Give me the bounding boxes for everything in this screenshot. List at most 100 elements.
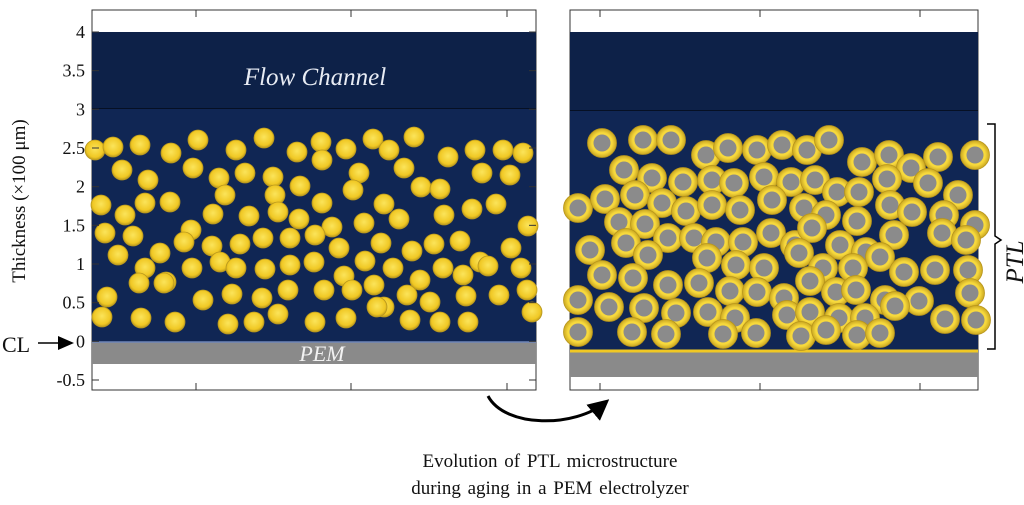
aged-particle-core xyxy=(624,269,642,287)
aged-particle-core xyxy=(596,190,614,208)
aged-particle-core xyxy=(782,173,800,191)
fresh-particle xyxy=(370,232,392,254)
aged-particle-core xyxy=(806,171,824,189)
aged-particle-core xyxy=(919,174,937,192)
aged-particle-core xyxy=(727,256,745,274)
aged-particle-core xyxy=(755,259,773,277)
aged-particle-core xyxy=(801,272,819,290)
aged-particle-core xyxy=(569,291,587,309)
aged-particle-core xyxy=(763,191,781,209)
fresh-particle xyxy=(399,309,421,331)
aged-particle-core xyxy=(850,183,868,201)
fresh-particle xyxy=(288,208,310,230)
figure-caption: Evolution of PTL microstructure during a… xyxy=(300,448,800,502)
aged-particle-core xyxy=(910,292,928,310)
fresh-particle xyxy=(304,224,326,246)
fresh-particle xyxy=(129,134,151,156)
fresh-particle xyxy=(477,255,499,277)
y-tick-label: 2 xyxy=(76,177,85,197)
fresh-particle xyxy=(313,279,335,301)
fresh-particle xyxy=(499,164,521,186)
fresh-particle xyxy=(366,296,388,318)
fresh-particle xyxy=(160,142,182,164)
aged-particle-core xyxy=(667,304,685,322)
aged-particle-core xyxy=(895,263,913,281)
aged-particle-core xyxy=(926,261,944,279)
fresh-particle xyxy=(128,272,150,294)
fresh-particle xyxy=(419,291,441,313)
aged-particle-core xyxy=(725,174,743,192)
aged-particle-core xyxy=(615,161,633,179)
fresh-particle xyxy=(279,227,301,249)
fresh-particle xyxy=(455,285,477,307)
aged-particle-core xyxy=(703,171,721,189)
aged-particle-core xyxy=(902,159,920,177)
fresh-particle xyxy=(187,129,209,151)
left-panel: Flow Channel PEM xyxy=(84,9,543,391)
fresh-particle xyxy=(286,141,308,163)
fresh-particle xyxy=(464,139,486,161)
aged-particle-core xyxy=(662,131,680,149)
left-pem-layer xyxy=(92,342,536,364)
arrow-right-icon xyxy=(38,336,74,350)
fresh-particle xyxy=(423,233,445,255)
aged-particle-core xyxy=(653,194,671,212)
fresh-particle xyxy=(153,272,175,294)
right-flow-channel xyxy=(570,32,978,111)
aged-particle-core xyxy=(801,303,819,321)
fresh-particle xyxy=(311,192,333,214)
aged-particle-core xyxy=(878,170,896,188)
flow-channel-label: Flow Channel xyxy=(243,64,386,91)
fresh-particle xyxy=(304,311,326,333)
caption-line-2: during aging in a PEM electrolyzer xyxy=(411,478,689,499)
fresh-particle xyxy=(202,203,224,225)
aged-particle-core xyxy=(881,196,899,214)
right-pem-layer xyxy=(570,351,978,377)
fresh-particle xyxy=(267,201,289,223)
fresh-particle xyxy=(471,162,493,184)
y-tick-label: 3 xyxy=(76,99,85,119)
right-x-ticks xyxy=(599,10,921,390)
fresh-particle xyxy=(354,250,376,272)
aged-particle-core xyxy=(674,173,692,191)
fresh-particle xyxy=(492,139,514,161)
aged-particle-core xyxy=(635,299,653,317)
aged-particle-core xyxy=(949,186,967,204)
fresh-particle xyxy=(91,306,113,328)
fresh-particle xyxy=(335,138,357,160)
fresh-particle xyxy=(251,287,273,309)
aged-particle-core xyxy=(643,169,661,187)
fresh-particle xyxy=(409,269,431,291)
fresh-particle xyxy=(432,257,454,279)
aged-particle-core xyxy=(848,212,866,230)
fresh-particle xyxy=(254,258,276,280)
aged-particle-core xyxy=(755,168,773,186)
fresh-particle xyxy=(321,216,343,238)
fresh-particle xyxy=(84,139,106,161)
fresh-particle xyxy=(410,176,432,198)
fresh-particle xyxy=(396,284,418,306)
fresh-particle xyxy=(234,162,256,184)
aged-particle-core xyxy=(569,199,587,217)
aged-particle-core xyxy=(803,219,821,237)
fresh-particle xyxy=(277,279,299,301)
aged-particle-core xyxy=(933,224,951,242)
y-tick-label: 3.5 xyxy=(63,61,86,81)
fresh-particle xyxy=(102,136,124,158)
left-x-ticks xyxy=(195,10,508,390)
aged-particle-core xyxy=(623,323,641,341)
aged-particle-core xyxy=(798,141,816,159)
aged-particle-core xyxy=(747,324,765,342)
aged-particle-core xyxy=(790,244,808,262)
fresh-particle xyxy=(229,233,251,255)
fresh-particle xyxy=(510,257,532,279)
fresh-particle xyxy=(500,237,522,259)
y-axis: 4 3.5 3 2.5 2 1.5 1 0.5 0 -0.5 xyxy=(57,22,536,390)
aged-particle-core xyxy=(697,146,715,164)
fresh-particle xyxy=(373,193,395,215)
aged-particle-core xyxy=(847,281,865,299)
aged-particle-core xyxy=(828,183,846,201)
fresh-particle xyxy=(164,311,186,333)
aged-particle-core xyxy=(959,261,977,279)
